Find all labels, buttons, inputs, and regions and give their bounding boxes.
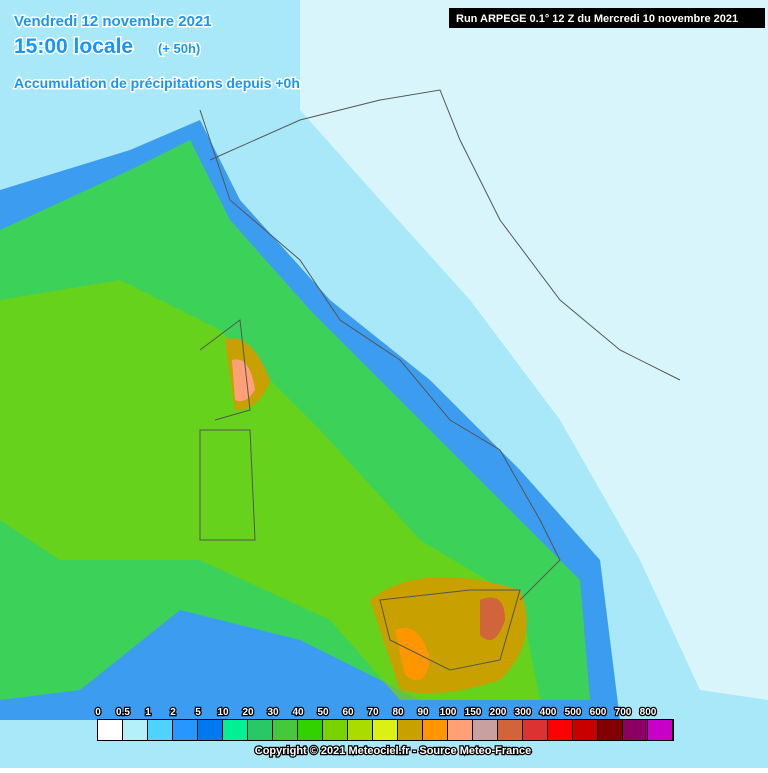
legend-swatch: [398, 720, 422, 740]
legend-swatch: [648, 720, 672, 740]
legend-label: 0.5: [116, 707, 130, 718]
legend-swatch: [598, 720, 622, 740]
precip-etna: [480, 597, 505, 640]
legend-swatch: [123, 720, 147, 740]
legend-swatch: [423, 720, 447, 740]
date: Vendredi 12 novembre 2021: [14, 13, 212, 30]
legend-label: 100: [440, 707, 457, 718]
legend-label: 1: [145, 707, 151, 718]
legend-swatch: [98, 720, 122, 740]
legend-swatch: [173, 720, 197, 740]
legend-label: 5: [195, 707, 201, 718]
run-info: Run ARPEGE 0.1° 12 Z du Mercredi 10 nove…: [456, 13, 738, 25]
legend-label: 400: [540, 707, 557, 718]
legend-label: 600: [590, 707, 607, 718]
field-title: Accumulation de précipitations depuis +0…: [14, 75, 300, 91]
legend-swatch: [548, 720, 572, 740]
legend-swatch: [623, 720, 647, 740]
legend-label: 90: [417, 707, 429, 718]
legend-label: 20: [242, 707, 254, 718]
legend-swatch: [298, 720, 322, 740]
legend-label: 70: [367, 707, 379, 718]
time: 15:00 locale: [14, 35, 133, 58]
legend-swatch: [348, 720, 372, 740]
legend-label: 30: [267, 707, 279, 718]
legend-label: 80: [392, 707, 404, 718]
legend-swatch: [198, 720, 222, 740]
legend-swatch: [373, 720, 397, 740]
lead-time: (+ 50h): [158, 41, 200, 56]
legend-label: 700: [615, 707, 632, 718]
copyright: Copyright © 2021 Meteociel.fr - Source M…: [255, 745, 531, 757]
legend-label: 800: [640, 707, 657, 718]
legend-swatch: [573, 720, 597, 740]
legend-label: 200: [490, 707, 507, 718]
dry-area: [300, 0, 768, 700]
coastline: [199, 89, 681, 671]
legend-label: 300: [515, 707, 532, 718]
legend-label: 60: [342, 707, 354, 718]
legend-swatch: [223, 720, 247, 740]
precip-corsica-max: [232, 359, 255, 402]
legend-swatch: [498, 720, 522, 740]
legend-swatch: [523, 720, 547, 740]
legend-label: 10: [217, 707, 229, 718]
legend-swatch: [148, 720, 172, 740]
run-box: [449, 8, 765, 28]
legend-swatch: [248, 720, 272, 740]
legend-label: 40: [292, 707, 304, 718]
legend-swatch: [448, 720, 472, 740]
legend-swatch: [273, 720, 297, 740]
legend-label: 2: [170, 707, 176, 718]
legend-swatch: [473, 720, 497, 740]
legend-label: 50: [317, 707, 329, 718]
legend-label: 0: [95, 707, 101, 718]
precip-sicily-max: [395, 628, 430, 680]
legend: 0 0.5 1 2 5 10 20 30 40 50 60 70 80 90 100 150 200 300 400…: [94, 706, 674, 741]
legend-swatch: [323, 720, 347, 740]
legend-label: 150: [465, 707, 482, 718]
legend-label: 500: [565, 707, 582, 718]
